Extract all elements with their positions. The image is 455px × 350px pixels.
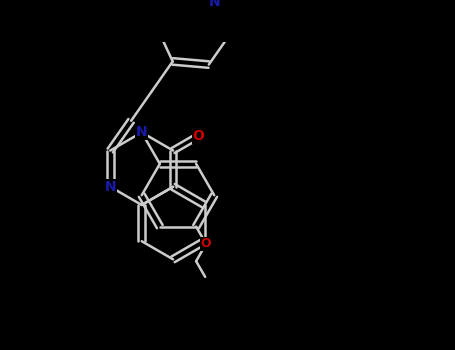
Text: N: N bbox=[136, 125, 147, 139]
Text: N: N bbox=[208, 0, 220, 9]
Text: N: N bbox=[105, 180, 116, 194]
Text: O: O bbox=[201, 237, 212, 250]
Text: O: O bbox=[192, 129, 204, 143]
